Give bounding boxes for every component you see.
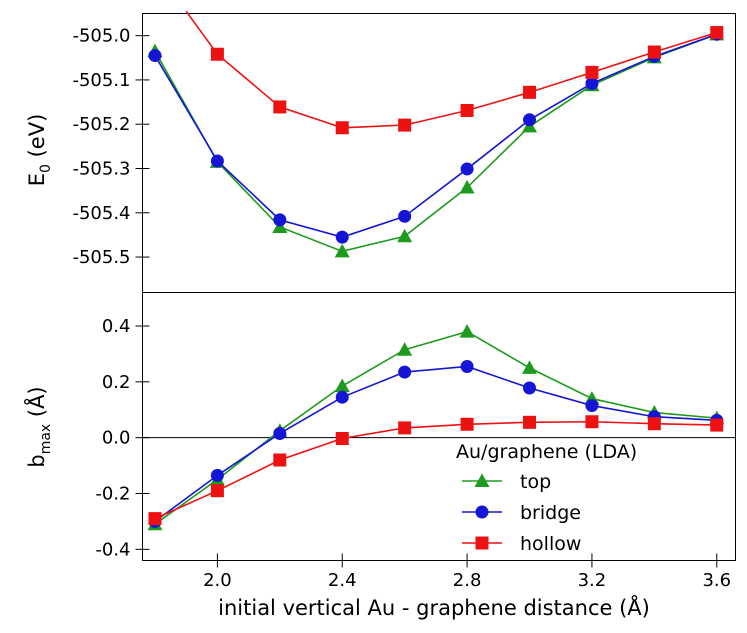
bottom-hollow-point — [647, 417, 661, 431]
bottom-bridge-point — [273, 426, 287, 440]
bottom-top-point — [397, 342, 413, 356]
bottom-hollow-point — [460, 417, 474, 431]
bottom-y-tick-label: 0.2 — [102, 372, 131, 393]
top-top-point — [459, 180, 475, 194]
bottom-hollow-point — [710, 418, 724, 432]
x-tick-label: 2.8 — [453, 570, 482, 591]
top-bridge-point — [335, 230, 349, 244]
bottom-hollow-point — [585, 415, 599, 429]
top-series-hollow — [185, 10, 724, 135]
top-panel: -505.5 -505.4 -505.3 -505.2 -505.1 -505.0 — [72, 10, 725, 268]
bottom-hollow-point — [523, 415, 537, 429]
bottom-bridge-point — [210, 468, 224, 482]
top-bridge-point — [210, 154, 224, 168]
bottom-y-ticks: -0.4 -0.2 0.0 0.2 0.4 — [95, 316, 150, 560]
top-hollow-point — [210, 47, 224, 61]
bottom-hollow-point — [398, 421, 412, 435]
x-tick-label: 2.4 — [328, 570, 357, 591]
legend-label-top: top — [520, 471, 551, 493]
top-y-tick-label: -505.3 — [72, 159, 130, 180]
bottom-series-hollow — [148, 415, 724, 526]
x-tick-label: 2.0 — [203, 570, 232, 591]
legend: Au/graphene (LDA) top bridge hollow — [456, 441, 637, 555]
x-axis-title: initial vertical Au - graphene distance … — [218, 594, 650, 620]
top-top-point — [334, 243, 350, 258]
bottom-top-point — [522, 360, 538, 374]
bottom-hollow-point — [210, 484, 224, 498]
bottom-y-tick-label: 0.4 — [102, 316, 131, 337]
top-bridge-point — [523, 113, 537, 127]
bottom-bridge-point — [523, 381, 537, 395]
bottom-bridge-point — [398, 365, 412, 379]
legend-entry-hollow: hollow — [462, 533, 581, 555]
bottom-y-axis-title: bmax (Å) — [23, 386, 54, 467]
bottom-bridge-point — [460, 359, 474, 373]
top-series-top — [147, 26, 725, 258]
legend-entry-bridge: bridge — [462, 502, 581, 524]
top-top-point — [397, 228, 413, 243]
x-ticks: 2.0 2.4 2.8 3.2 3.6 — [203, 553, 731, 591]
bottom-y-tick-label: 0.0 — [102, 428, 131, 449]
top-top-line — [154, 33, 718, 253]
bottom-panel-frame — [142, 292, 736, 561]
bottom-hollow-line — [154, 420, 717, 520]
top-y-tick-label: -505.4 — [72, 203, 130, 224]
top-y-ticks: -505.5 -505.4 -505.3 -505.2 -505.1 -505.0 — [72, 26, 150, 268]
bottom-panel: -0.4 -0.2 0.0 0.2 0.4 — [95, 316, 736, 560]
top-hollow-point — [273, 100, 287, 114]
top-series-layer — [147, 10, 725, 258]
bottom-bridge-line — [154, 365, 717, 523]
top-y-tick-label: -505.2 — [72, 114, 130, 135]
legend-swatch-marker — [475, 505, 489, 519]
legend-swatch-marker — [475, 536, 489, 550]
top-hollow-point — [460, 103, 474, 117]
top-bridge-point — [148, 49, 162, 63]
bottom-y-tick-label: -0.2 — [95, 484, 130, 505]
bottom-y-tick-label: -0.4 — [95, 539, 130, 560]
top-y-tick-label: -505.1 — [72, 70, 130, 91]
legend-title: Au/graphene (LDA) — [456, 441, 637, 463]
top-y-axis-title: E0 (eV) — [25, 114, 54, 187]
legend-swatch-marker — [474, 473, 490, 487]
bottom-bridge-point — [335, 390, 349, 404]
legend-label-bridge: bridge — [520, 502, 581, 524]
bottom-top-line — [154, 330, 717, 525]
legend-entries: top bridge hollow — [462, 471, 581, 555]
top-bridge-point — [460, 162, 474, 176]
bottom-top-point — [334, 378, 350, 393]
top-bridge-point — [273, 213, 287, 227]
x-tick-label: 3.2 — [578, 570, 607, 591]
top-hollow-point — [710, 26, 724, 40]
top-y-tick-label: -505.5 — [72, 247, 130, 268]
bottom-top-point — [459, 324, 475, 338]
x-tick-label: 3.6 — [702, 570, 731, 591]
top-y-tick-label: -505.0 — [72, 26, 130, 47]
legend-entry-top: top — [462, 471, 551, 493]
bottom-hollow-point — [335, 432, 349, 446]
top-bridge-line — [154, 33, 718, 238]
bottom-bridge-point — [585, 399, 599, 413]
bottom-hollow-point — [273, 453, 287, 467]
top-hollow-point — [585, 65, 599, 79]
bottom-hollow-point — [148, 512, 162, 526]
legend-label-hollow: hollow — [520, 533, 581, 555]
top-hollow-line — [185, 10, 718, 129]
top-hollow-point — [647, 45, 661, 59]
bottom-series-top — [147, 324, 725, 531]
top-hollow-point — [398, 118, 412, 132]
top-hollow-point — [335, 121, 349, 135]
bottom-series-layer — [147, 324, 725, 531]
top-bridge-point — [585, 76, 599, 90]
top-hollow-point — [523, 85, 537, 99]
top-bridge-point — [398, 209, 412, 223]
